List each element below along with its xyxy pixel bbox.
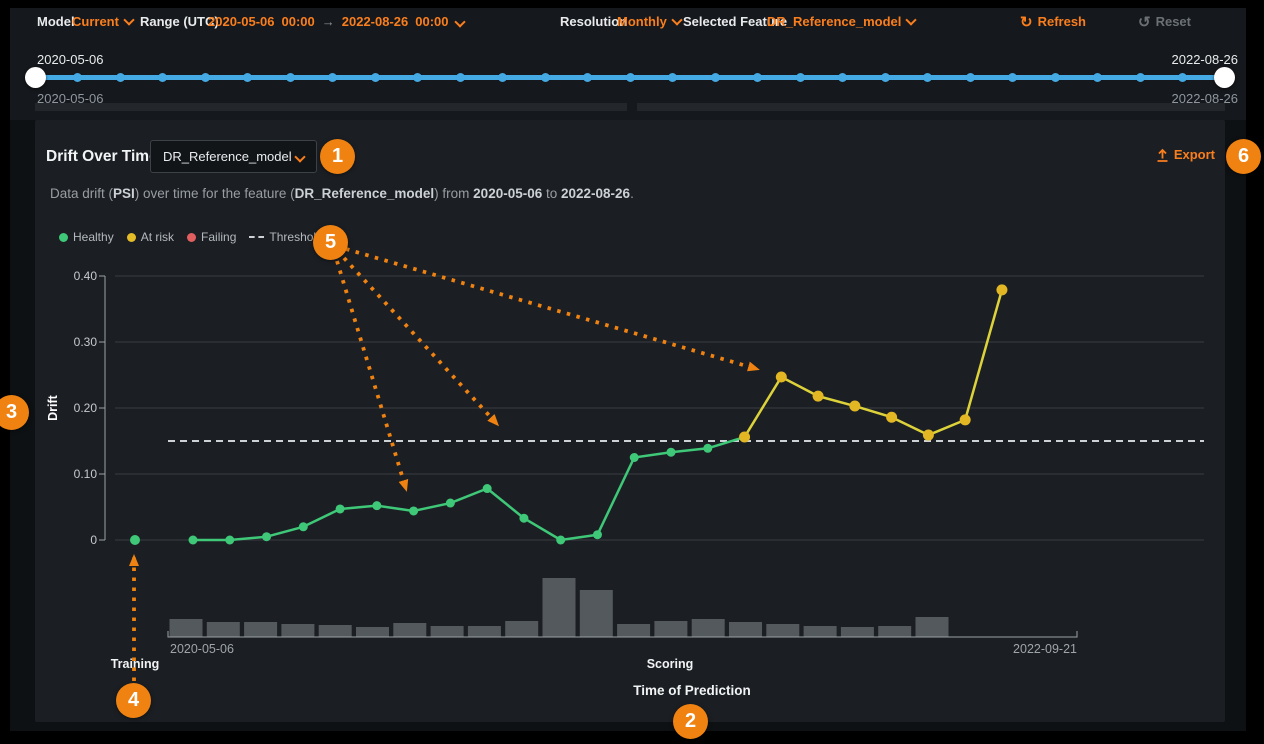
- selected-feature-dropdown[interactable]: DR_Reference_model: [767, 14, 918, 30]
- timeline-start-date-secondary: 2020-05-06: [37, 91, 104, 106]
- chevron-down-icon: [294, 150, 306, 163]
- chart-legend: Healthy At risk Failing Threshold: [59, 230, 323, 244]
- timeline-dot: [1135, 73, 1145, 82]
- timeline-dot: [73, 73, 82, 82]
- timeline-dot: [583, 73, 592, 82]
- timeline-dot: [158, 73, 167, 82]
- timeline-dot: [923, 73, 932, 82]
- legend-item-threshold: Threshold: [249, 230, 323, 244]
- reset-icon: ↺: [1138, 14, 1151, 31]
- range-start-time: 00:00: [281, 14, 315, 29]
- chevron-down-icon: [671, 14, 683, 26]
- chevron-down-icon: [123, 14, 135, 26]
- app-background: Model Current Range (UTC) 2020-05-06 00:…: [0, 8, 1261, 739]
- reset-button[interactable]: ↺ Reset: [1138, 14, 1191, 31]
- panel-title: Drift Over Time: [46, 148, 158, 165]
- range-start-date: 2020-05-06: [208, 14, 275, 29]
- timeline-dot: [413, 73, 422, 82]
- timeline-end-date: 2022-08-26: [1171, 52, 1239, 67]
- range-end-time: 00:00: [415, 14, 449, 29]
- timeline-start-date: 2020-05-06: [37, 52, 104, 67]
- refresh-button[interactable]: ↻ Refresh: [1020, 14, 1086, 31]
- timeline-dot: [370, 73, 380, 82]
- chart-description: Data drift (PSI) over time for the featu…: [50, 186, 634, 201]
- callout-5: 5: [313, 225, 348, 260]
- timeline-dot: [328, 73, 337, 82]
- timeline-dot: [880, 73, 890, 82]
- legend-dot-icon: [126, 232, 136, 242]
- timeline-dot: [285, 73, 295, 82]
- legend-dot-icon: [187, 232, 197, 242]
- timeline-end-date-secondary: 2022-08-26: [1171, 91, 1239, 106]
- timeline-dot: [795, 73, 805, 82]
- timeline-dot: [1093, 73, 1102, 82]
- model-dropdown[interactable]: Current: [72, 14, 135, 30]
- callout-2: 2: [673, 704, 708, 739]
- timeline-dot: [965, 73, 975, 82]
- top-section: Model Current Range (UTC) 2020-05-06 00:…: [10, 8, 1246, 120]
- range-arrow-icon: →: [321, 14, 335, 29]
- drift-over-time-panel: Drift Over Time DR_Reference_model Expor…: [35, 120, 1225, 722]
- timeline-range-bar-left[interactable]: [35, 103, 627, 111]
- chevron-down-icon: [905, 14, 918, 26]
- legend-item-healthy: Healthy: [59, 230, 114, 244]
- timeline-dot: [200, 73, 210, 82]
- resolution-label: Resolution: [560, 14, 628, 29]
- selected-feature-label: Selected Feature: [683, 14, 788, 29]
- legend-item-at-risk: At risk: [126, 230, 174, 244]
- timeline-dot: [115, 73, 125, 82]
- chevron-down-icon: [453, 16, 466, 28]
- callout-4: 4: [116, 683, 151, 718]
- callout-6: 6: [1226, 139, 1261, 174]
- timeline-dot: [710, 73, 720, 82]
- callout-1: 1: [320, 139, 355, 174]
- legend-dot-icon: [59, 232, 68, 242]
- range-label: Range (UTC): [140, 14, 219, 29]
- timeline-dot: [753, 73, 762, 82]
- export-button[interactable]: Export: [1156, 147, 1215, 162]
- timeline-dot: [243, 73, 252, 82]
- legend-dash-icon: [249, 236, 265, 238]
- timeline-dot: [1008, 73, 1017, 82]
- timeline-dot: [1050, 73, 1060, 82]
- refresh-icon: ↻: [1020, 14, 1033, 31]
- range-dropdown[interactable]: 2020-05-06 00:00 → 2022-08-26 00:00: [208, 14, 466, 30]
- timeline-right-handle[interactable]: [1214, 67, 1235, 88]
- legend-item-failing: Failing: [187, 230, 236, 244]
- timeline-dot: [540, 73, 550, 82]
- timeline-dot: [625, 73, 635, 82]
- timeline-range-bar-right[interactable]: [637, 103, 1225, 111]
- model-label: Model: [37, 14, 75, 29]
- timeline-dot: [838, 73, 847, 82]
- timeline-dot: [1178, 73, 1187, 82]
- export-icon: [1157, 148, 1168, 162]
- resolution-dropdown[interactable]: Monthly: [617, 14, 683, 30]
- timeline-left-handle[interactable]: [25, 67, 46, 88]
- timeline-dot: [455, 73, 465, 82]
- range-end-date: 2022-08-26: [341, 14, 409, 29]
- timeline-dot: [498, 73, 507, 82]
- feature-select-dropdown[interactable]: DR_Reference_model: [150, 140, 317, 173]
- callout-3: 3: [0, 395, 29, 430]
- timeline-dot: [668, 73, 677, 82]
